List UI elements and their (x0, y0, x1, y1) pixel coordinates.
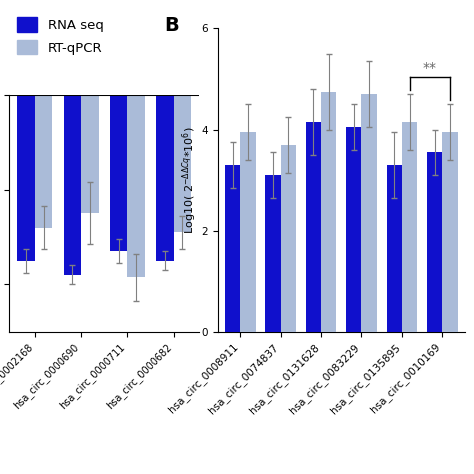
Bar (306, 122, 321, 332)
Bar (362, 94, 377, 332)
Bar (386, 165, 402, 332)
Bar (442, 132, 458, 332)
Bar (427, 152, 442, 332)
Legend: RNA seq, RT-qPCR: RNA seq, RT-qPCR (16, 16, 105, 56)
Bar (402, 122, 417, 332)
Bar (18, 95, 35, 261)
Bar (281, 145, 296, 332)
Bar (173, 95, 191, 232)
Bar (240, 132, 255, 332)
Bar (110, 95, 128, 251)
Y-axis label: Log10( 2$^{-\Delta\Delta Cq}$*10$^{6}$): Log10( 2$^{-\Delta\Delta Cq}$*10$^{6}$) (180, 126, 199, 234)
Bar (225, 165, 240, 332)
Bar (81, 95, 99, 213)
Text: **: ** (423, 61, 437, 75)
Text: B: B (164, 16, 179, 35)
Bar (35, 95, 53, 228)
Bar (346, 127, 362, 332)
Bar (64, 95, 81, 275)
Bar (321, 91, 337, 332)
Bar (128, 95, 145, 277)
Bar (265, 175, 281, 332)
Bar (156, 95, 173, 261)
